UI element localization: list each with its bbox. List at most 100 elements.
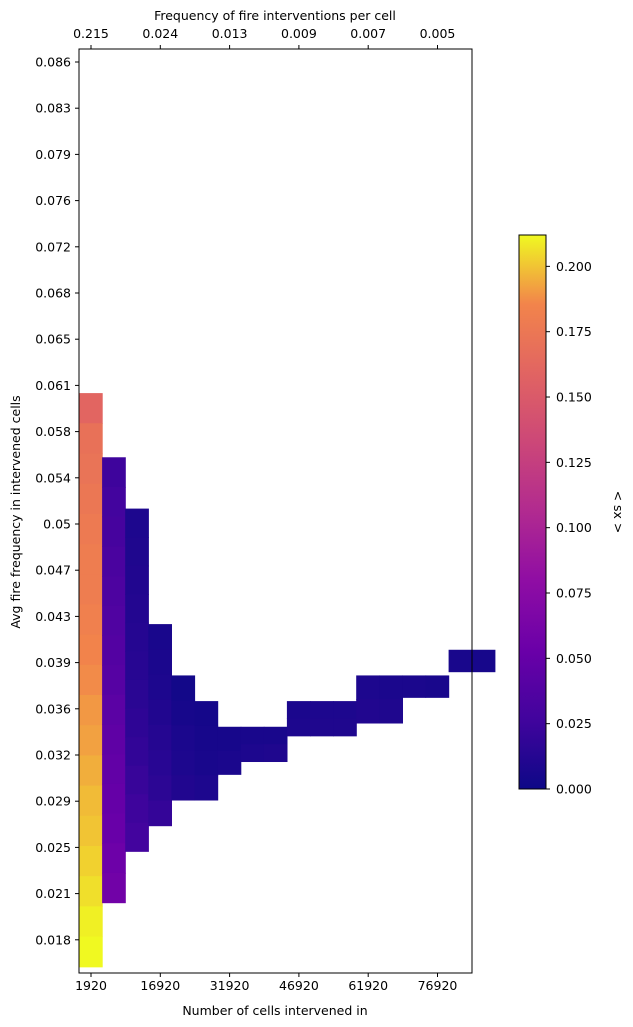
heatmap-cell — [425, 675, 450, 698]
heatmap-cell — [79, 695, 103, 726]
heatmap-cell — [171, 775, 196, 801]
colorbar-tick-label: 0.100 — [556, 520, 592, 535]
heatmap-cell — [102, 546, 126, 577]
y-tick-label: 0.065 — [35, 332, 71, 347]
heatmap-cell — [79, 936, 103, 968]
heatmap-cell — [217, 726, 242, 752]
heatmap-cell — [240, 744, 265, 763]
x-tick-label: 46920 — [279, 978, 319, 993]
top-tick-label: 0.009 — [281, 26, 317, 41]
top-tick-label: 0.024 — [142, 26, 178, 41]
heatmap-cell — [148, 649, 172, 676]
y-tick-label: 0.018 — [35, 932, 71, 947]
heatmap-cell — [79, 604, 103, 636]
heatmap-cell — [125, 794, 149, 824]
heatmap-cell — [125, 622, 149, 652]
heatmap-cell — [125, 708, 149, 738]
heatmap-cell — [79, 725, 103, 756]
heatmap-cell — [102, 783, 126, 815]
heatmap-cell — [402, 675, 427, 698]
heatmap-cell — [263, 744, 288, 763]
heatmap-cell — [125, 651, 149, 681]
heatmap-cell — [102, 486, 126, 518]
y-tick-label: 0.043 — [35, 609, 71, 624]
heatmap-cell — [102, 635, 126, 666]
y-tick-label: 0.029 — [35, 794, 71, 809]
x-axis-label: Number of cells intervened in — [182, 1003, 367, 1018]
heatmap-cell — [79, 845, 103, 877]
y-tick-label: 0.054 — [35, 470, 71, 485]
y-tick-label: 0.058 — [35, 424, 71, 439]
heatmap-cell — [79, 483, 103, 515]
heatmap-cell — [356, 699, 380, 724]
heatmap-cell — [79, 574, 103, 606]
heatmap-cell — [286, 718, 311, 737]
heatmap-cell — [102, 694, 126, 726]
heatmap-cell — [286, 701, 311, 720]
heatmap-cell — [79, 815, 103, 847]
heatmap-cell — [310, 701, 334, 720]
heatmap-cell — [356, 675, 380, 700]
y-tick-label: 0.039 — [35, 655, 71, 670]
heatmap-cell — [102, 665, 126, 696]
plot-frame — [78, 48, 473, 974]
heatmap-cell — [102, 754, 126, 785]
colorbar-tick-label: 0.000 — [556, 782, 592, 797]
heatmap-cell — [79, 664, 103, 696]
heatmap-cell — [79, 785, 103, 817]
heatmap-cell — [148, 699, 172, 726]
x-tick-label: 76920 — [418, 978, 458, 993]
top-tick-label: 0.013 — [212, 26, 248, 41]
heatmap-cell — [333, 718, 357, 737]
y-tick-label: 0.068 — [35, 286, 71, 301]
heatmap-cell — [125, 537, 149, 567]
colorbar-tick-label: 0.125 — [556, 455, 592, 470]
x-tick-label: 16920 — [140, 978, 180, 993]
heatmap-cell — [148, 674, 172, 701]
x-tick-label: 1920 — [75, 978, 107, 993]
colorbar-ticks: 0.000 0.025 0.050 0.075 0.100 0.125 0.150 0.175… — [546, 259, 592, 797]
heatmap-cell — [79, 755, 103, 787]
heatmap-cell — [125, 765, 149, 795]
heatmap-cells — [79, 393, 496, 968]
heatmap-cell — [333, 701, 357, 720]
top-tick-label: 0.005 — [420, 26, 456, 41]
y-axis-label: Avg fire frequency in intervened cells — [8, 395, 23, 628]
x-tick-label: 31920 — [210, 978, 250, 993]
heatmap-cell — [79, 906, 103, 938]
y-tick-label: 0.083 — [35, 101, 71, 116]
heatmap-cell — [125, 679, 149, 710]
heatmap-cell — [79, 513, 103, 545]
colorbar-tick-label: 0.075 — [556, 586, 592, 601]
heatmap-cell — [171, 675, 196, 701]
heatmap-cell — [148, 724, 172, 751]
heatmap-cell — [102, 516, 126, 547]
y-tick-label: 0.032 — [35, 748, 71, 763]
colorbar-tick-label: 0.150 — [556, 390, 592, 405]
heatmap-cell — [102, 605, 126, 636]
heatmap-cell — [217, 750, 242, 775]
y-tick-label: 0.025 — [35, 840, 71, 855]
heatmap-cell — [125, 737, 149, 767]
top-axis-label: Frequency of fire interventions per cell — [154, 8, 396, 23]
heatmap-cell — [171, 700, 196, 726]
heatmap-cell — [79, 876, 103, 907]
heatmap-cell — [194, 775, 219, 801]
y-tick-label: 0.047 — [35, 563, 71, 578]
y-tick-label: 0.021 — [35, 886, 71, 901]
heatmap-cell — [79, 634, 103, 666]
heatmap-cell — [379, 699, 403, 724]
heatmap-cell — [148, 624, 172, 650]
heatmap-cell — [79, 423, 103, 455]
colorbar — [518, 234, 547, 790]
heatmap-cell — [102, 813, 126, 844]
y-tick-label: 0.076 — [35, 193, 71, 208]
colorbar-tick-label: 0.200 — [556, 259, 592, 274]
heatmap-cell — [79, 544, 103, 575]
heatmap-cell — [125, 822, 149, 852]
heatmap-cell — [148, 775, 172, 801]
y-tick-label: 0.061 — [35, 378, 71, 393]
heatmap-cell — [310, 718, 334, 737]
heatmap-cell — [194, 701, 219, 727]
